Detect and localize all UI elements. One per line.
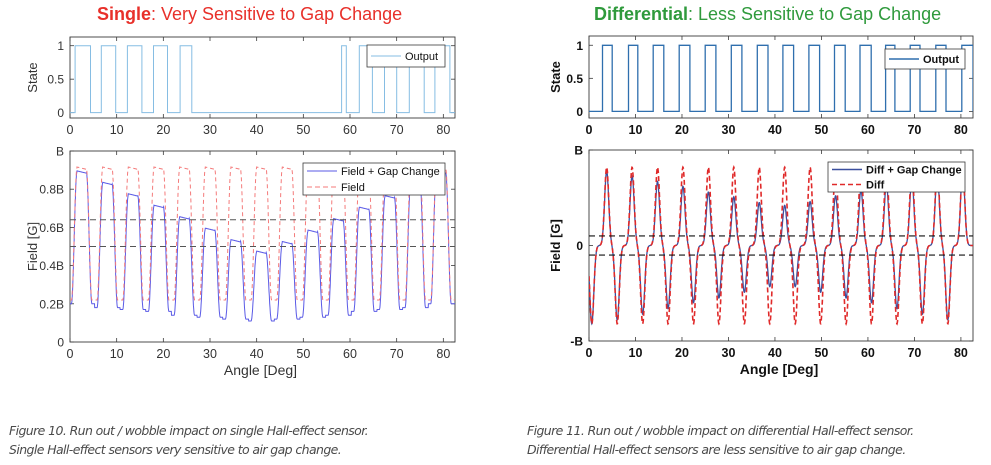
x-tick-label: 30 <box>722 346 736 360</box>
x-tick-label: 70 <box>907 346 921 360</box>
series-line-output <box>589 44 973 113</box>
caption-line: Figure 10. Run out / wobble impact on si… <box>9 423 369 438</box>
x-tick-label: 80 <box>436 347 450 361</box>
x-tick-label: 10 <box>110 347 124 361</box>
legend-label: Diff + Gap Change <box>866 165 962 177</box>
y-tick-label: 1 <box>576 39 583 53</box>
legend: Output <box>366 44 446 68</box>
legend-label: Output <box>923 54 959 66</box>
differential-title-bold: Differential <box>594 4 689 24</box>
caption-line: Single Hall-effect sensors very sensitiv… <box>9 442 342 457</box>
figure-10-caption: Figure 10. Run out / wobble impact on si… <box>9 421 369 459</box>
x-tick-label: 60 <box>861 346 875 360</box>
series-line-diff <box>589 165 973 326</box>
legend-label: Diff <box>866 180 885 192</box>
x-axis-label: Angle [Deg] <box>224 362 297 378</box>
x-tick-label: 30 <box>203 347 217 361</box>
x-tick-label: 20 <box>675 346 689 360</box>
legend-label: Field + Gap Change <box>341 166 440 178</box>
y-tick-label: 1 <box>57 39 64 53</box>
differential-state-plot: 0 10 20 30 40 50 60 70 80 0 0.5 1 State Output <box>548 35 974 137</box>
y-tick-label: 0 <box>576 239 583 253</box>
x-tick-label: 40 <box>250 123 264 137</box>
x-tick-label: 60 <box>861 123 875 137</box>
x-tick-label: 0 <box>67 123 74 137</box>
y-tick-label: 0.2B <box>39 297 64 311</box>
series-layer <box>589 165 973 326</box>
y-tick-label: 0.4B <box>39 259 64 273</box>
x-tick-label: 0 <box>586 346 593 360</box>
x-tick-label: 10 <box>629 346 643 360</box>
x-tick-label: 60 <box>343 347 357 361</box>
series-line-field-gap-change <box>70 170 455 322</box>
y-tick-label: 0 <box>57 336 64 350</box>
x-tick-label: 50 <box>296 123 310 137</box>
legend-box <box>884 48 966 70</box>
plot-area <box>588 35 974 119</box>
legend: Output <box>884 48 966 70</box>
differential-title: Differential: Less Sensitive to Gap Chan… <box>594 4 941 25</box>
x-tick-label: 70 <box>390 347 404 361</box>
legend-box <box>366 44 446 68</box>
series-layer <box>70 166 455 322</box>
y-tick-label: 0.5 <box>47 73 64 87</box>
x-tick-label: 80 <box>954 123 968 137</box>
y-axis-label: Field [G] <box>548 219 563 272</box>
y-axis-label: Field [G] <box>25 222 40 271</box>
x-tick-label: 10 <box>110 123 124 137</box>
single-title-bold: Single <box>97 4 152 24</box>
x-tick-label: 60 <box>343 123 357 137</box>
legend-box <box>302 162 446 196</box>
x-tick-label: 20 <box>156 347 170 361</box>
legend-box <box>827 161 966 193</box>
x-tick-label: 30 <box>203 123 217 137</box>
x-tick-label: 50 <box>296 347 310 361</box>
x-tick-label: 30 <box>722 123 736 137</box>
y-tick-label: 0 <box>57 106 64 120</box>
single-title: Single: Very Sensitive to Gap Change <box>97 4 402 25</box>
x-axis-label: Angle [Deg] <box>740 361 819 377</box>
y-tick-label: 0 <box>576 105 583 119</box>
x-tick-label: 70 <box>390 123 404 137</box>
single-state-plot: 0 10 20 30 40 50 60 70 80 0 0.5 1 State Output <box>25 36 456 137</box>
y-tick-label: 0.8B <box>39 183 64 197</box>
single-title-rest: : Very Sensitive to Gap Change <box>151 4 403 24</box>
y-tick-label: 0.5 <box>566 72 583 86</box>
y-tick-label: B <box>56 145 64 159</box>
y-tick-label: -B <box>570 335 583 349</box>
x-tick-label: 40 <box>250 347 264 361</box>
legend: Diff + Gap Change Diff <box>827 161 966 193</box>
x-tick-label: 50 <box>814 123 828 137</box>
y-axis-label: State <box>25 62 40 92</box>
x-tick-label: 20 <box>156 123 170 137</box>
series-layer <box>589 44 973 113</box>
x-tick-label: 70 <box>907 123 921 137</box>
x-tick-label: 50 <box>814 346 828 360</box>
figure-11-caption: Figure 11. Run out / wobble impact on di… <box>527 421 914 459</box>
legend-label: Field <box>341 182 365 194</box>
y-axis-label: State <box>548 61 563 93</box>
legend: Field + Gap Change Field <box>302 162 446 196</box>
caption-line: Figure 11. Run out / wobble impact on di… <box>527 423 914 438</box>
x-tick-label: 20 <box>675 123 689 137</box>
x-tick-label: 0 <box>67 347 74 361</box>
legend-label: Output <box>405 51 438 63</box>
y-tick-label: 0.6B <box>39 221 64 235</box>
x-tick-label: 40 <box>768 123 782 137</box>
x-tick-label: 40 <box>768 346 782 360</box>
x-tick-label: 0 <box>586 123 593 137</box>
x-tick-label: 10 <box>629 123 643 137</box>
x-tick-label: 80 <box>436 123 450 137</box>
y-tick-label: B <box>574 144 583 158</box>
caption-line: Differential Hall-effect sensors are les… <box>527 442 906 457</box>
differential-title-rest: : Less Sensitive to Gap Change <box>688 4 942 24</box>
single-field-plot: 0 10 20 30 40 50 60 70 80 0 0.2B 0.4B 0.6B 0.8B B Field… <box>25 145 456 378</box>
x-tick-label: 80 <box>954 346 968 360</box>
